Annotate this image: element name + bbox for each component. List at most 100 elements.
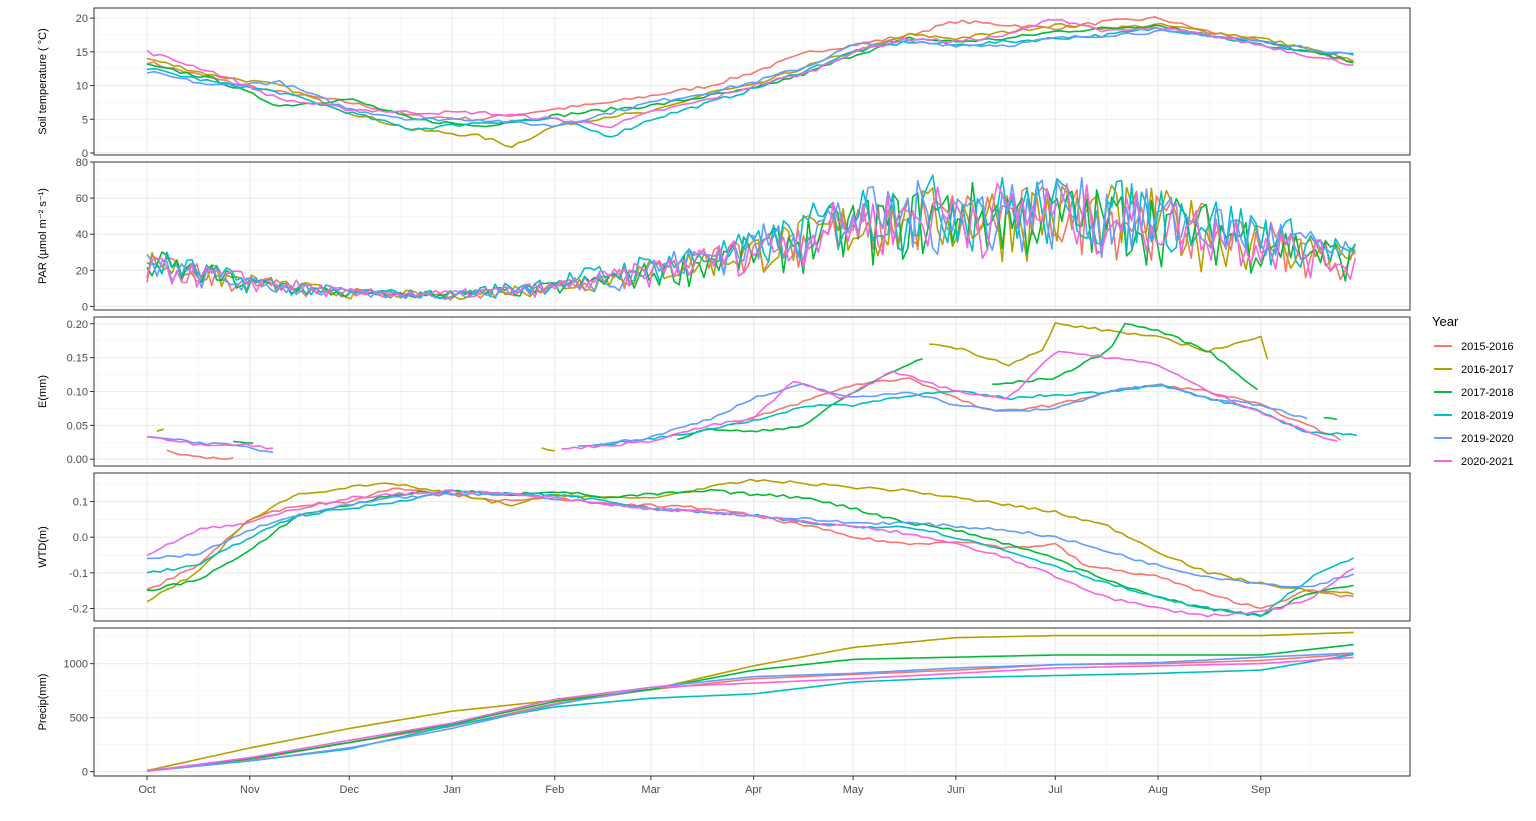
y-tick-label: 60 (76, 193, 88, 205)
y-axis-title: Soil temperature ( °C) (37, 28, 49, 135)
legend-item: 2015-2016 (1434, 341, 1514, 353)
legend-item: 2019-2020 (1434, 433, 1514, 445)
x-tick-label: Nov (240, 784, 260, 796)
series-group (146, 174, 1357, 301)
y-tick-label: -0.2 (69, 604, 88, 616)
series-line-2019-2020 (146, 176, 1356, 300)
series-line-2020-2021 (146, 182, 1357, 299)
series-group (146, 478, 1354, 618)
y-tick-label: 0.0 (73, 532, 88, 544)
y-tick-label: 40 (76, 229, 88, 241)
series-line-2019-2020 (146, 29, 1354, 128)
y-axis-title: Precip(mm) (37, 674, 49, 731)
series-line-2017-2018 (146, 181, 1356, 300)
legend-item: 2016-2017 (1434, 364, 1514, 376)
legend-label: 2019-2020 (1461, 433, 1514, 445)
series-line-2019-2020 (577, 382, 1308, 447)
series-line-2020-2021 (146, 435, 274, 450)
y-axis-title: PAR (µmol m⁻² s⁻¹) (37, 188, 49, 284)
y-tick-label: 10 (76, 81, 88, 93)
panel-1: 0 5 10 15 20 Soil temperature ( °C) (37, 7, 1411, 160)
x-tick-label: Dec (339, 784, 359, 796)
series-line-2015-2016 (146, 487, 1354, 610)
series-line-2017-2018 (146, 643, 1354, 772)
legend-title: Year (1432, 314, 1459, 329)
chart-panels: 0 5 10 15 20 Soil temperature ( °C) 0 20 40 60 80 P… (37, 7, 1411, 779)
series-line-2015-2016 (730, 377, 1341, 441)
y-tick-label: 0.10 (67, 387, 88, 399)
y-tick-label: 15 (76, 47, 88, 59)
legend-item: 2020-2021 (1434, 456, 1514, 468)
x-tick-label: May (843, 784, 864, 796)
series-line-2017-2018 (1323, 416, 1338, 421)
series-line-2016-2017 (146, 184, 1357, 301)
series-line-2017-2018 (146, 24, 1354, 128)
panel-border (93, 316, 1411, 467)
legend-item: 2018-2019 (1434, 410, 1514, 422)
x-tick-label: Sep (1251, 784, 1271, 796)
legend-label: 2020-2021 (1461, 456, 1514, 468)
series-line-2018-2019 (146, 174, 1356, 300)
series-line-2016-2017 (929, 322, 1269, 367)
panel-border (93, 627, 1411, 777)
panel-5: 0 500 1000 Precip(mm) (37, 627, 1411, 779)
series-line-2020-2021 (146, 656, 1354, 772)
series-line-2019-2020 (146, 436, 274, 454)
y-axis-title: WTD(m) (37, 526, 49, 568)
y-tick-label: 0 (82, 148, 88, 160)
series-group (146, 322, 1358, 460)
legend-label: 2016-2017 (1461, 364, 1514, 376)
x-tick-label: Oct (138, 784, 155, 796)
series-line-2015-2016 (166, 449, 234, 460)
series-group (146, 16, 1354, 149)
y-tick-label: 80 (76, 157, 88, 169)
x-tick-label: Jun (947, 784, 965, 796)
y-tick-label: 5 (82, 114, 88, 126)
x-tick-label: Jul (1048, 784, 1062, 796)
series-line-2016-2017 (541, 447, 555, 452)
y-axis-title: E(mm) (37, 375, 49, 408)
y-tick-label: 0.1 (73, 497, 88, 509)
legend-label: 2018-2019 (1461, 410, 1514, 422)
x-tick-label: Apr (745, 784, 762, 796)
series-line-2017-2018 (233, 440, 254, 444)
series-line-2016-2017 (146, 478, 1354, 603)
series-line-2016-2017 (146, 631, 1354, 772)
y-tick-label: -0.1 (69, 568, 88, 580)
x-tick-label: Aug (1148, 784, 1168, 796)
series-line-2015-2016 (146, 16, 1354, 122)
series-line-2019-2020 (146, 652, 1354, 772)
x-tick-label: Jan (443, 784, 461, 796)
x-tick-label: Feb (545, 784, 564, 796)
panel-border (93, 161, 1411, 311)
y-tick-label: 1000 (64, 659, 88, 671)
y-tick-label: 0.05 (67, 420, 88, 432)
series-line-2018-2019 (146, 653, 1354, 772)
series-line-2020-2021 (146, 489, 1354, 618)
y-tick-label: 0.00 (67, 454, 88, 466)
series-line-2020-2021 (146, 18, 1354, 129)
series-line-2016-2017 (156, 428, 164, 432)
y-tick-label: 20 (76, 13, 88, 25)
panel-border (93, 472, 1411, 622)
y-tick-label: 0 (82, 301, 88, 313)
series-line-2015-2016 (146, 653, 1354, 772)
y-tick-label: 0 (82, 767, 88, 779)
legend-label: 2017-2018 (1461, 387, 1514, 399)
series-line-2020-2021 (561, 350, 1338, 450)
panel-border (93, 7, 1411, 156)
legend-label: 2015-2016 (1461, 341, 1514, 353)
x-tick-label: Mar (641, 784, 660, 796)
y-tick-label: 20 (76, 265, 88, 277)
series-line-2017-2018 (992, 322, 1258, 391)
legend: Year 2015-2016 2016-2017 2017-2018 2018-201… (1432, 314, 1514, 468)
panel-3: 0.00 0.05 0.10 0.15 0.20 E(mm) (37, 316, 1411, 467)
y-tick-label: 0.20 (67, 319, 88, 331)
y-tick-label: 500 (70, 713, 88, 725)
x-axis: Oct Nov Dec Jan Feb Mar Apr May Jun Jul Aug Sep (138, 776, 1271, 796)
series-group (146, 631, 1354, 772)
legend-item: 2017-2018 (1434, 387, 1514, 399)
panel-2: 0 20 40 60 80 PAR (µmol m⁻² s⁻¹) (37, 157, 1411, 313)
panel-4: -0.2 -0.1 0.0 0.1 WTD(m) (37, 472, 1411, 622)
